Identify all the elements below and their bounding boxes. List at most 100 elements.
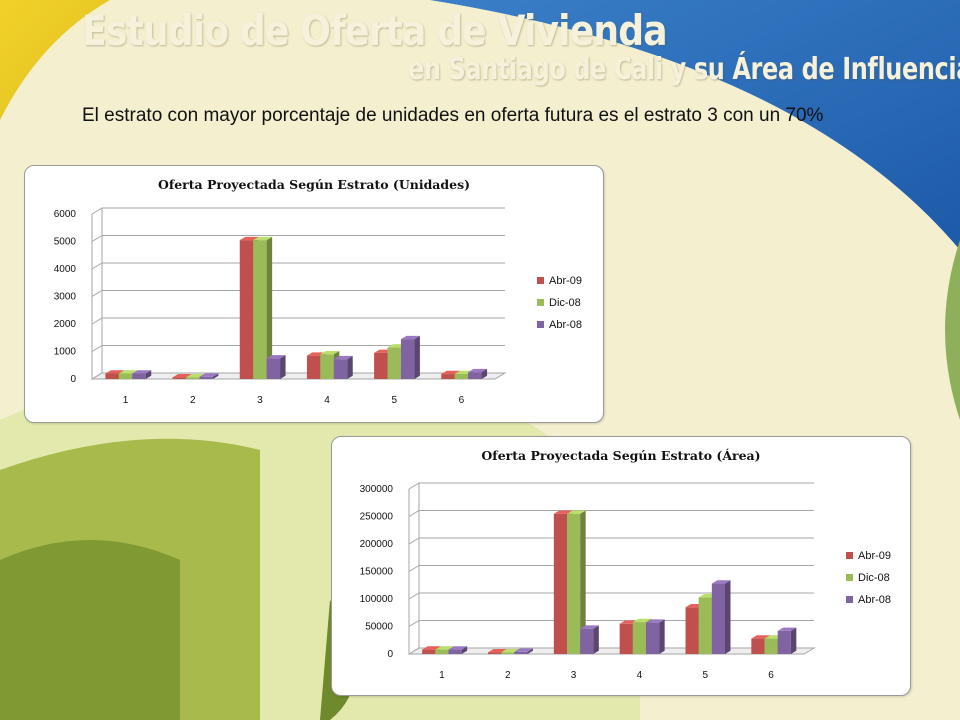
bar-front [764,638,778,654]
bar-top [400,335,420,340]
legend-swatch [537,299,544,306]
y-tick-label: 150000 [360,567,394,578]
y-tick-label: 50000 [365,622,393,633]
bar-front [777,630,791,654]
bar-top [239,236,259,241]
bar [266,355,286,379]
bar-top [448,646,468,650]
x-tick-label: 2 [505,670,511,681]
bar-top [253,236,273,241]
bar-front [698,597,712,654]
bar-top [751,635,770,639]
bar-front [199,376,213,379]
bar-top [488,649,507,653]
bar-top [711,580,731,584]
bar-front [711,583,725,654]
bar-top [580,625,599,629]
x-tick-label: 4 [637,670,643,681]
bar-side [580,510,586,654]
legend-swatch [537,277,544,284]
legend-swatch [846,574,853,581]
bar-front [441,374,455,379]
legend-label: Abr-08 [858,594,891,606]
x-tick-label: 1 [439,670,445,681]
gridline [408,565,814,572]
bar-side [725,580,731,654]
bar [711,580,731,654]
y-tick-label: 0 [70,374,76,385]
bar-side [481,368,488,379]
legend-label: Abr-09 [549,275,582,287]
bar-side [593,625,599,654]
bar-front [580,628,594,654]
y-tick-label: 200000 [360,539,394,550]
y-tick-label: 5000 [54,237,77,248]
bar-side [212,373,219,379]
bar-top [320,350,340,355]
legend-label: Dic-08 [549,297,581,309]
bar-side [414,335,420,379]
chart-title: Oferta Proyectada Según Estrato (Área) [481,448,760,463]
bar-top [441,370,461,375]
header-subtitle: en Santiago de Cali y su Área de Influen… [408,52,960,87]
chart-units-svg: Oferta Proyectada Según Estrato (Unidade… [54,177,582,406]
bar-front [514,651,528,654]
bar [400,335,420,379]
bar-side [145,370,152,379]
bar-front [118,373,133,379]
chart-units: Oferta Proyectada Según Estrato (Unidade… [24,165,604,423]
bar [468,368,488,379]
gridline [408,537,814,545]
bar-front [435,649,449,654]
legend-label: Abr-09 [858,550,891,562]
bar-top [435,646,454,650]
bar-side [347,355,353,379]
bar-front [422,649,436,654]
gridline [91,372,505,380]
bar-front [320,354,334,379]
bar [567,510,586,654]
y-tick-label: 2000 [54,319,77,330]
bar-front [253,240,267,379]
bar-top [118,370,138,374]
legend-swatch [537,321,544,328]
gridline [91,235,505,242]
bar-side [266,236,273,379]
gridline [91,207,505,215]
gridline [408,592,814,600]
bar-front [567,513,581,654]
legend-label: Dic-08 [858,572,890,584]
legend-swatch [846,596,853,603]
bar-front [186,377,200,379]
gridline [408,647,814,655]
bar [253,236,273,379]
bar [514,648,533,654]
bar-front [468,372,482,379]
bar-side [527,648,533,654]
x-tick-label: 3 [257,395,263,406]
bar-top [553,510,573,514]
x-tick-label: 6 [768,670,774,681]
bar-front [333,359,348,379]
y-tick-label: 250000 [360,512,394,523]
gridline [91,345,505,352]
y-tick-label: 1000 [54,347,77,358]
x-tick-label: 4 [324,395,330,406]
body-text: El estrato con mayor porcentaje de unida… [82,105,824,126]
x-tick-label: 1 [123,395,129,406]
bar-front [751,638,765,654]
gridline [408,510,814,517]
x-tick-label: 3 [571,670,577,681]
bar-top [199,373,219,377]
bar-top [132,370,152,374]
bar-top [422,646,441,650]
bar-top [632,618,652,623]
y-tick-label: 3000 [54,292,77,303]
bar-front [632,622,646,654]
header-title: Estudio de Oferta de Vivienda [82,6,668,55]
gridline [91,262,505,270]
y-tick-label: 4000 [54,264,77,275]
y-tick-label: 100000 [360,594,394,605]
bar [580,625,599,654]
x-tick-label: 5 [391,395,397,406]
